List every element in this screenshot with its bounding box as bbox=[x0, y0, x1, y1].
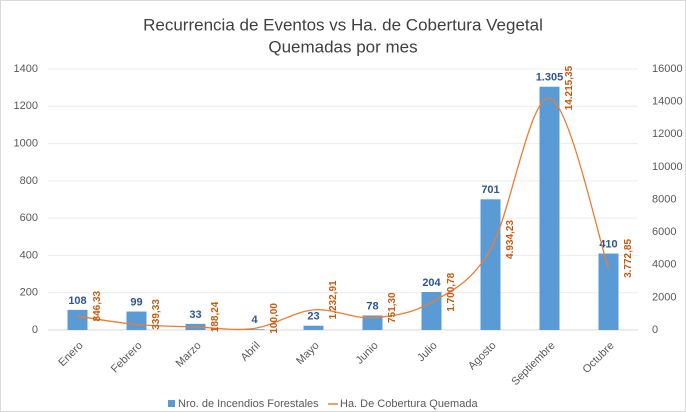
bar bbox=[362, 315, 383, 330]
legend-swatch bbox=[168, 400, 175, 407]
y-tick-label: 800 bbox=[20, 175, 38, 187]
line-value-label: 188,24 bbox=[210, 301, 221, 332]
line-value-label: 4.934,23 bbox=[505, 220, 516, 259]
bar-value-label: 701 bbox=[481, 184, 499, 196]
line-value-label: 3.772,85 bbox=[623, 239, 634, 278]
y-tick-label: 0 bbox=[32, 324, 38, 336]
bar bbox=[126, 311, 147, 330]
line-value-label: 751,30 bbox=[387, 292, 398, 323]
bar-value-label: 410 bbox=[599, 238, 617, 250]
chart-title: Recurrencia de Eventos vs Ha. de Cobertu… bbox=[143, 15, 543, 34]
legend-label: Ha. De Cobertura Quemada bbox=[340, 398, 478, 410]
y-tick-label: 600 bbox=[20, 212, 38, 224]
line-value-label: 846,33 bbox=[92, 290, 103, 321]
y2-tick-label: 4000 bbox=[652, 259, 676, 271]
line-value-label: 14.215,35 bbox=[564, 65, 575, 110]
line bbox=[77, 97, 610, 331]
y2-tick-label: 12000 bbox=[652, 128, 683, 140]
bar bbox=[480, 199, 501, 330]
y-tick-label: 200 bbox=[20, 287, 38, 299]
bar-value-label: 1.305 bbox=[536, 72, 564, 84]
bar-value-label: 108 bbox=[68, 295, 86, 307]
bar-value-label: 4 bbox=[251, 314, 258, 326]
bar bbox=[539, 86, 560, 330]
bar bbox=[244, 329, 265, 330]
y2-tick-label: 0 bbox=[652, 324, 658, 336]
y-tick-label: 1200 bbox=[14, 100, 38, 112]
line-value-label: 1.700,78 bbox=[446, 272, 457, 311]
y2-tick-label: 14000 bbox=[652, 96, 683, 108]
y2-tick-label: 2000 bbox=[652, 291, 676, 303]
bar-value-label: 33 bbox=[189, 309, 201, 321]
y-tick-label: 1400 bbox=[14, 63, 38, 75]
line-value-label: 339,33 bbox=[151, 299, 162, 330]
y2-tick-label: 6000 bbox=[652, 226, 676, 238]
chart-title: Quemadas por mes bbox=[268, 37, 417, 56]
bar-value-label: 23 bbox=[307, 311, 319, 323]
line-value-label: 1.232,91 bbox=[328, 280, 339, 319]
bar bbox=[421, 291, 442, 330]
y2-tick-label: 10000 bbox=[652, 161, 683, 173]
line-value-label: 100,00 bbox=[269, 303, 280, 334]
y2-tick-label: 16000 bbox=[652, 63, 683, 75]
y-tick-label: 1000 bbox=[14, 137, 38, 149]
y-tick-label: 400 bbox=[20, 249, 38, 261]
legend-label: Nro. de Incendios Forestales bbox=[178, 398, 319, 410]
y2-tick-label: 8000 bbox=[652, 193, 676, 205]
bar bbox=[303, 325, 324, 330]
bar bbox=[67, 309, 88, 330]
bar-value-label: 99 bbox=[130, 296, 142, 308]
bar-value-label: 204 bbox=[422, 277, 441, 289]
bar bbox=[598, 253, 619, 330]
bar-value-label: 78 bbox=[366, 300, 378, 312]
